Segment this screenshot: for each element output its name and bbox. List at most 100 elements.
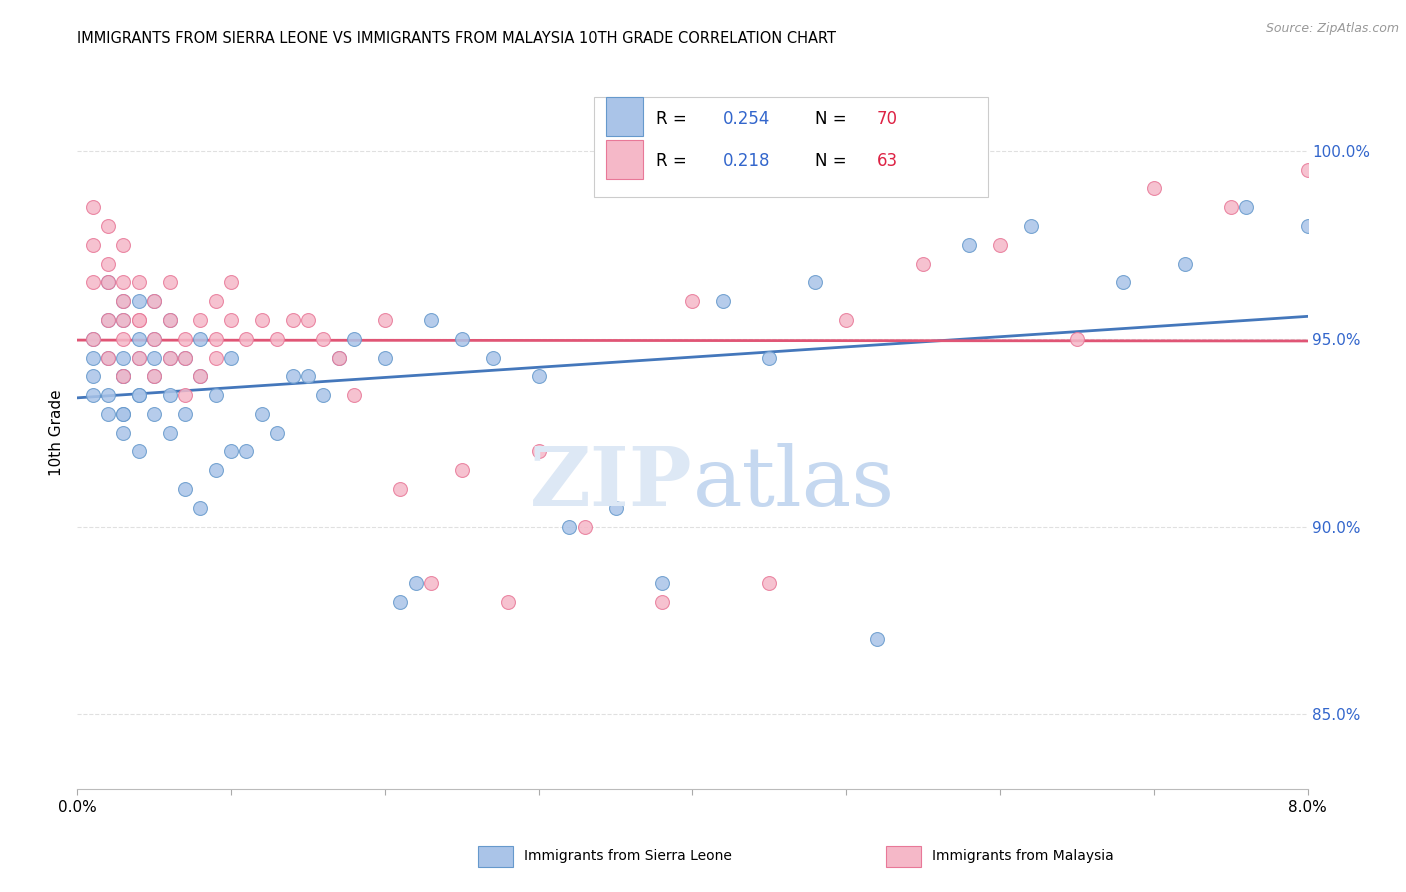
- Point: [143, 294, 166, 309]
- Point: [605, 500, 627, 515]
- Point: [204, 388, 226, 402]
- Point: [204, 332, 226, 346]
- Point: [82, 369, 104, 384]
- Point: [281, 313, 304, 327]
- Y-axis label: 10th Grade: 10th Grade: [49, 389, 65, 476]
- Point: [112, 294, 135, 309]
- Point: [97, 407, 120, 421]
- Point: [1174, 257, 1197, 271]
- Point: [297, 313, 319, 327]
- Point: [1296, 162, 1319, 177]
- Point: [957, 237, 980, 252]
- Point: [143, 407, 166, 421]
- Point: [82, 276, 104, 290]
- Point: [97, 351, 120, 365]
- Point: [651, 594, 673, 608]
- Point: [174, 407, 197, 421]
- Point: [128, 388, 150, 402]
- Point: [682, 294, 704, 309]
- Point: [97, 257, 120, 271]
- Point: [1143, 181, 1166, 195]
- FancyBboxPatch shape: [595, 97, 988, 197]
- Point: [97, 388, 120, 402]
- Point: [1296, 219, 1319, 233]
- Point: [97, 313, 120, 327]
- FancyBboxPatch shape: [606, 97, 644, 136]
- Point: [159, 351, 181, 365]
- Point: [97, 351, 120, 365]
- Point: [250, 407, 273, 421]
- Text: Immigrants from Sierra Leone: Immigrants from Sierra Leone: [524, 849, 733, 863]
- Point: [420, 575, 443, 590]
- Point: [159, 388, 181, 402]
- Point: [651, 575, 673, 590]
- Point: [190, 369, 212, 384]
- Point: [82, 332, 104, 346]
- Point: [128, 444, 150, 458]
- Point: [174, 482, 197, 496]
- Text: Immigrants from Malaysia: Immigrants from Malaysia: [932, 849, 1114, 863]
- Point: [159, 313, 181, 327]
- Point: [1112, 276, 1135, 290]
- Point: [204, 294, 226, 309]
- Point: [219, 444, 242, 458]
- Point: [343, 332, 366, 346]
- Point: [420, 313, 443, 327]
- FancyBboxPatch shape: [606, 140, 644, 179]
- Point: [128, 313, 150, 327]
- Point: [112, 332, 135, 346]
- Point: [190, 313, 212, 327]
- Point: [235, 332, 257, 346]
- Text: R =: R =: [655, 153, 692, 170]
- Point: [97, 219, 120, 233]
- Point: [174, 351, 197, 365]
- Point: [481, 351, 503, 365]
- Point: [866, 632, 889, 647]
- Text: atlas: atlas: [693, 442, 894, 523]
- Point: [389, 482, 412, 496]
- Point: [1234, 200, 1257, 214]
- Point: [143, 369, 166, 384]
- Point: [297, 369, 319, 384]
- Point: [112, 294, 135, 309]
- Point: [374, 313, 396, 327]
- Point: [219, 313, 242, 327]
- Point: [312, 388, 335, 402]
- Point: [204, 351, 226, 365]
- Point: [159, 313, 181, 327]
- Point: [128, 294, 150, 309]
- Point: [558, 519, 581, 533]
- Point: [82, 332, 104, 346]
- Point: [389, 594, 412, 608]
- Point: [527, 369, 550, 384]
- Point: [328, 351, 350, 365]
- Point: [143, 332, 166, 346]
- Point: [250, 313, 273, 327]
- Point: [112, 407, 135, 421]
- Point: [112, 351, 135, 365]
- Text: R =: R =: [655, 110, 692, 128]
- Point: [128, 332, 150, 346]
- Point: [912, 257, 935, 271]
- Point: [112, 313, 135, 327]
- Point: [804, 276, 827, 290]
- Point: [97, 276, 120, 290]
- Point: [190, 332, 212, 346]
- Point: [128, 313, 150, 327]
- Point: [112, 407, 135, 421]
- Point: [328, 351, 350, 365]
- Point: [82, 388, 104, 402]
- Point: [143, 294, 166, 309]
- Point: [312, 332, 335, 346]
- Point: [112, 276, 135, 290]
- Point: [219, 276, 242, 290]
- Point: [82, 200, 104, 214]
- Point: [1019, 219, 1042, 233]
- Point: [281, 369, 304, 384]
- Text: N =: N =: [815, 110, 852, 128]
- Point: [266, 332, 288, 346]
- Point: [112, 313, 135, 327]
- Point: [112, 237, 135, 252]
- Point: [97, 313, 120, 327]
- Point: [128, 351, 150, 365]
